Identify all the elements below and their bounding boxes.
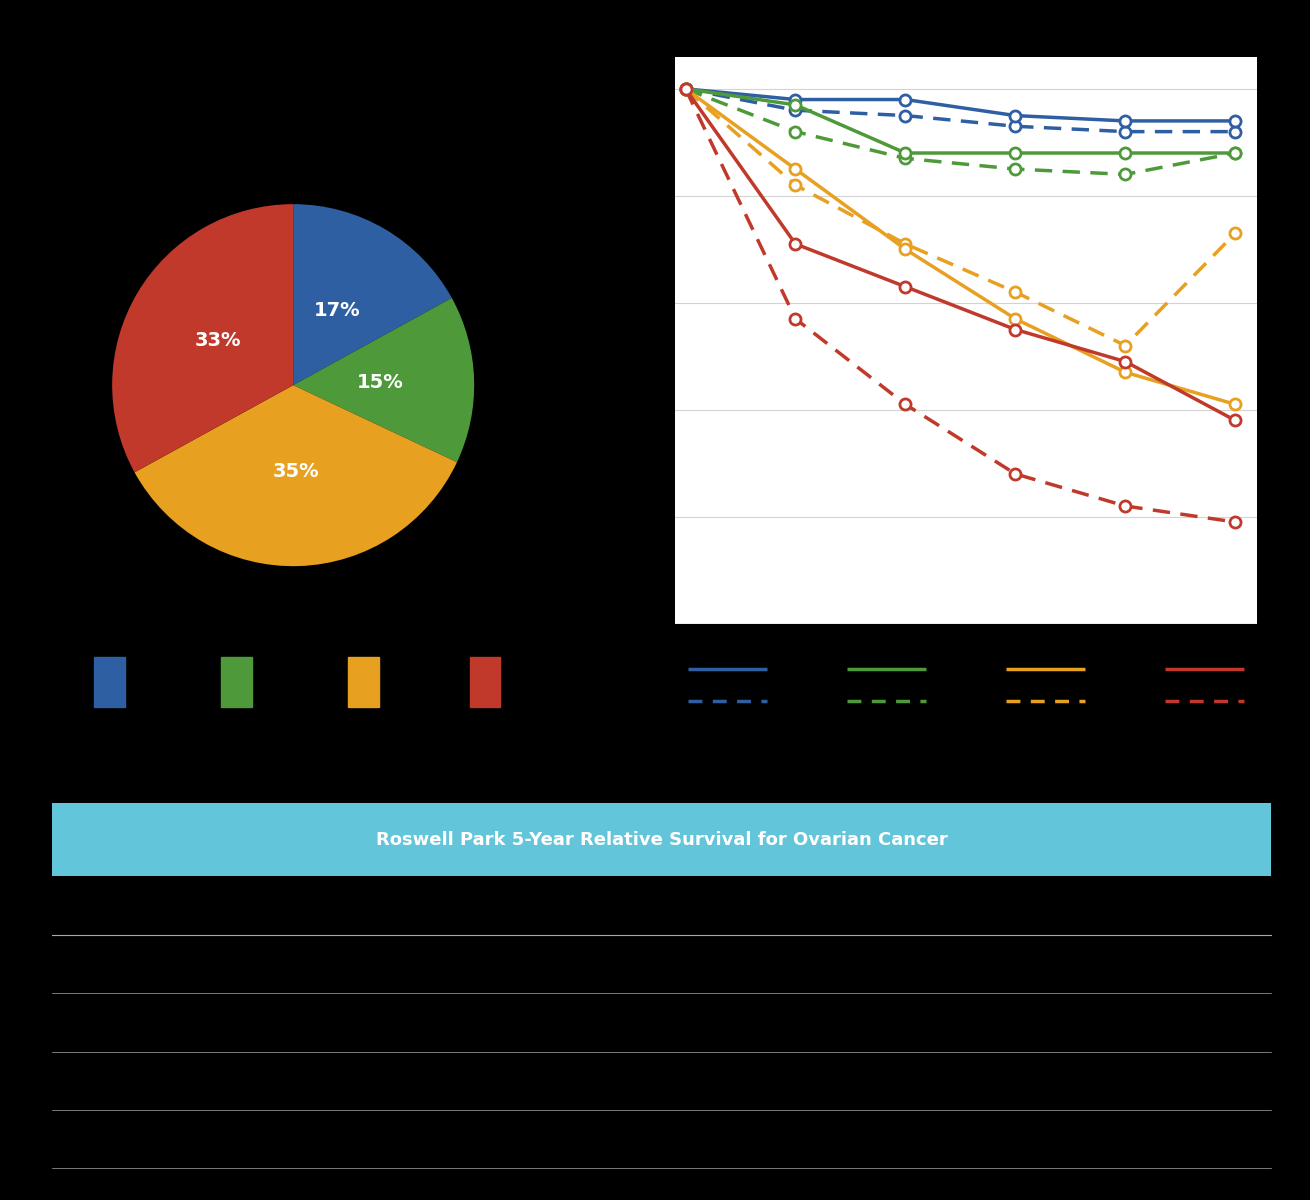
Bar [470, 658, 500, 707]
Bar [348, 658, 379, 707]
Point [918, 694, 934, 708]
Bar [94, 658, 124, 707]
Point [1077, 694, 1093, 708]
Bar [221, 658, 252, 707]
Point [1157, 661, 1172, 676]
Point [1077, 661, 1093, 676]
Point [680, 694, 696, 708]
Point [1237, 661, 1252, 676]
Point [998, 694, 1014, 708]
Point [918, 661, 934, 676]
Point [1237, 694, 1252, 708]
Point [1157, 694, 1172, 708]
Point [838, 661, 854, 676]
Point [680, 661, 696, 676]
Point [760, 661, 776, 676]
Point [838, 694, 854, 708]
Point [998, 661, 1014, 676]
Point [760, 694, 776, 708]
